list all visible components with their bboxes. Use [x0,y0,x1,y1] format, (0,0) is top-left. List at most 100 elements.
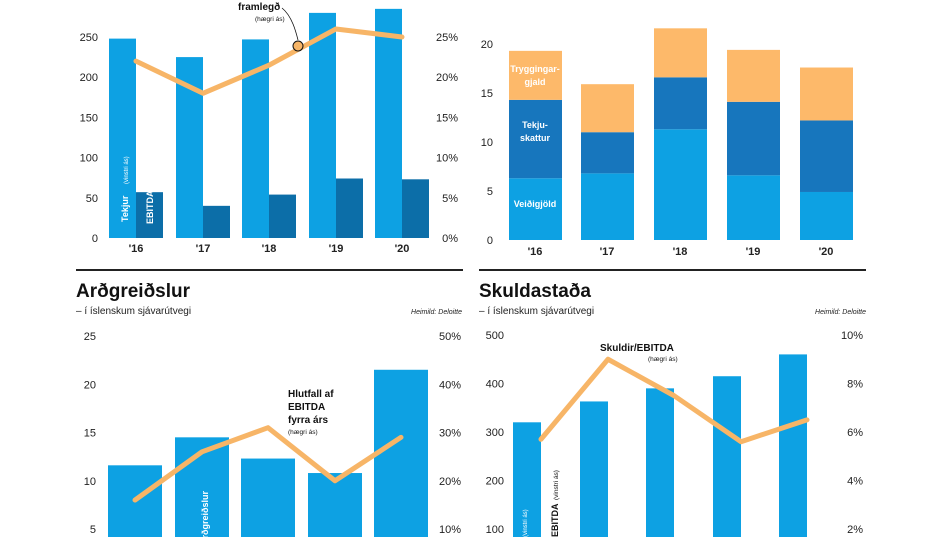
p0-right-tick: 15% [436,112,458,124]
p0-bar-tekjur [375,8,402,238]
p0-x-tick: '18 [262,243,277,255]
p1-left-ticks: 0 5 10 15 20 [481,39,493,247]
p3-right-tick: 8% [847,379,863,391]
p3-ratio-label: Skuldir/EBITDA [600,343,674,354]
chart-debt: Skuldastaða – í íslenskum sjávarútvegi H… [479,281,866,537]
p1-left-tick: 20 [481,39,493,51]
p0-right-tick: 0% [442,233,458,245]
p3-left-tick: 400 [486,379,504,391]
p2-right-tick: 40% [439,379,461,391]
p1-x-tick: '16 [528,246,543,258]
p0-framlegd-marker [292,40,304,52]
p3-right-tick: 2% [847,524,863,536]
p2-line-ratio [132,425,404,503]
p2-right-tick: 10% [439,524,461,536]
p3-bar-skuldir [580,401,608,537]
p2-left-tick: 25 [84,331,96,343]
p0-line-framlegd [133,26,405,96]
p2-right-ticks: 10% 20% 30% 40% 50% [439,331,461,536]
p1-left-tick: 5 [487,186,493,198]
p3-left-tick: 100 [486,524,504,536]
p2-bar [374,369,428,537]
p0-x-tick: '20 [395,243,410,255]
p0-left-ticks: 0 50 100 150 200 250 [80,32,98,245]
p2-ratio-label-3: fyrra árs [288,415,328,426]
p1-bar-tryggingagjald [509,50,562,100]
p1-bar-veidigjold [509,178,562,240]
p0-framlegd-note: (hægri ás) [255,16,285,23]
p0-bar-tekjur [309,12,336,238]
p3-left-tick: 500 [486,330,504,342]
p2-left-tick: 20 [84,379,96,391]
p0-tekjur-label: Tekjur [120,195,130,222]
p3-ebitda-note: (vinstri ás) [553,470,560,500]
p1-tryggingar-label-2: gjald [524,77,545,87]
p3-bar-skuldir [513,422,541,537]
p3-subtitle: – í íslenskum sjávarútvegi [479,306,594,317]
p1-x-ticks: '16 '17 '18 '19 '20 [528,246,834,258]
p0-framlegd-pointer [281,7,299,41]
p3-line [538,356,810,445]
p1-bar-veidigjold [581,173,634,240]
p0-bars [109,8,429,238]
p0-line [133,26,405,96]
p0-right-tick: 10% [436,153,458,165]
p2-ard-label: Arðgreiðslur [200,490,210,537]
p0-left-tick: 0 [92,233,98,245]
p2-right-tick: 50% [439,331,461,343]
p1-tryggingar-label-1: Tryggingar- [510,64,560,74]
p3-source: Heimild: Deloitte [815,309,866,316]
p1-bar-tekjuskattur [727,101,780,176]
p3-bar-skuldir [779,354,807,537]
p1-x-tick: '17 [600,246,615,258]
p1-bar-tekjuskattur [800,120,853,192]
chart-taxes-stacked: 0 5 10 15 20 '16 '17 '18 '19 '20 Veiðigjöld Tekj… [481,28,853,258]
p0-bar-ebitda [402,179,429,238]
p1-bar-tryggingagjald [800,67,853,121]
p2-bar [241,458,295,537]
p2-left-tick: 15 [84,428,96,440]
p0-left-tick: 50 [86,193,98,205]
p3-bar-skuldir [646,388,674,537]
p1-bar-tekjuskattur [509,99,562,179]
p3-right-tick: 6% [847,427,863,439]
p2-left-tick: 5 [90,524,96,536]
p1-left-tick: 10 [481,137,493,149]
p0-x-tick: '19 [329,243,344,255]
p1-bars [509,28,853,240]
p3-ratio-note: (hægri ás) [648,356,678,363]
p0-left-tick: 250 [80,32,98,44]
p3-left-tick: 200 [486,476,504,488]
p1-x-tick: '20 [819,246,834,258]
p1-bar-tekjuskattur [581,132,634,174]
p0-framlegd-label: framlegð [238,1,280,13]
p1-bar-tryggingagjald [727,49,780,102]
p0-bar-tekjur [109,38,136,238]
p0-left-tick: 150 [80,112,98,124]
p3-left-ticks: 100 200 300 400 500 [486,330,504,536]
p0-right-ticks: 0% 5% 10% 15% 20% 25% [436,32,458,245]
p2-title: Arðgreiðslur [76,281,191,302]
p0-right-tick: 20% [436,72,458,84]
p0-right-tick: 5% [442,193,458,205]
p0-x-tick: '17 [196,243,211,255]
p1-tekjuskattur-label-2: skattur [520,133,551,143]
p2-right-tick: 30% [439,428,461,440]
p1-bar-veidigjold [800,191,853,240]
p1-bar-tekjuskattur [654,77,707,130]
p1-x-tick: '18 [673,246,688,258]
p1-bar-veidigjold [727,175,780,240]
p2-bar [308,473,362,537]
p0-ebitda-label: EBITDA [145,190,155,224]
p2-bars [108,369,428,537]
p0-bar-ebitda [136,192,163,238]
p1-bar-tryggingagjald [654,28,707,78]
p2-ratio-label-2: EBITDA [288,402,325,413]
p3-line-ratio [538,356,810,445]
p2-right-tick: 20% [439,476,461,488]
p3-left-tick: 300 [486,427,504,439]
p0-left-tick: 100 [80,153,98,165]
p3-bars [513,354,807,537]
